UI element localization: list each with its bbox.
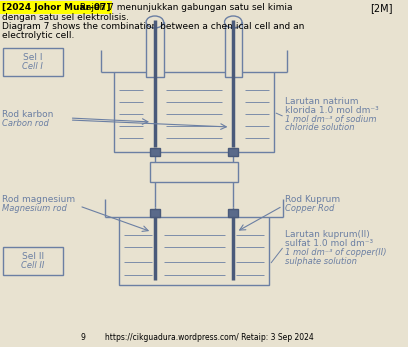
Text: Larutan natrium: Larutan natrium — [284, 97, 358, 106]
Text: Magnesium rod: Magnesium rod — [2, 204, 67, 213]
Text: Cell II: Cell II — [21, 261, 44, 270]
Ellipse shape — [146, 16, 164, 28]
Bar — [150, 148, 160, 156]
Text: Cell I: Cell I — [22, 62, 43, 71]
Text: electrolytic cell.: electrolytic cell. — [2, 31, 74, 40]
Text: Rajah 7 menunjukkan gabungan satu sel kimia: Rajah 7 menunjukkan gabungan satu sel ki… — [78, 3, 293, 12]
Text: klorida 1.0 mol dm⁻³: klorida 1.0 mol dm⁻³ — [284, 106, 378, 115]
Text: Diagram 7 shows the combination between a chemical cell and an: Diagram 7 shows the combination between … — [2, 22, 304, 31]
Text: Rod Kuprum: Rod Kuprum — [284, 195, 339, 204]
Text: chloride solution: chloride solution — [284, 123, 354, 132]
Text: Copper Rod: Copper Rod — [284, 204, 334, 213]
Text: Rod magnesium: Rod magnesium — [2, 195, 75, 204]
Text: [2024 Johor Muar-07]: [2024 Johor Muar-07] — [2, 3, 111, 12]
Bar — [146, 22, 164, 77]
Text: 1 mol dm⁻³ of copper(II): 1 mol dm⁻³ of copper(II) — [284, 248, 386, 257]
Bar — [150, 209, 160, 217]
Text: dengan satu sel elektrolisis.: dengan satu sel elektrolisis. — [2, 13, 129, 22]
Text: 9        https://cikguadura.wordpress.com/ Retaip: 3 Sep 2024: 9 https://cikguadura.wordpress.com/ Reta… — [81, 333, 314, 342]
Ellipse shape — [224, 16, 242, 28]
Text: Larutan kuprum(II): Larutan kuprum(II) — [284, 230, 369, 239]
Text: Rod karbon: Rod karbon — [2, 110, 53, 119]
Bar — [228, 148, 238, 156]
Text: sulphate solution: sulphate solution — [284, 257, 357, 266]
Bar — [150, 162, 238, 182]
Text: sulfat 1.0 mol dm⁻³: sulfat 1.0 mol dm⁻³ — [284, 239, 373, 248]
Text: Carbon rod: Carbon rod — [2, 119, 49, 128]
Bar — [3, 247, 63, 275]
Bar — [228, 209, 238, 217]
Text: 1 mol dm⁻³ of sodium: 1 mol dm⁻³ of sodium — [284, 115, 376, 124]
Bar — [224, 22, 242, 77]
Bar — [3, 48, 63, 76]
Text: Sel I: Sel I — [23, 53, 43, 62]
Text: [2M]: [2M] — [370, 3, 393, 13]
Bar — [114, 72, 274, 152]
Text: Sel II: Sel II — [22, 252, 44, 261]
Bar — [119, 217, 269, 285]
